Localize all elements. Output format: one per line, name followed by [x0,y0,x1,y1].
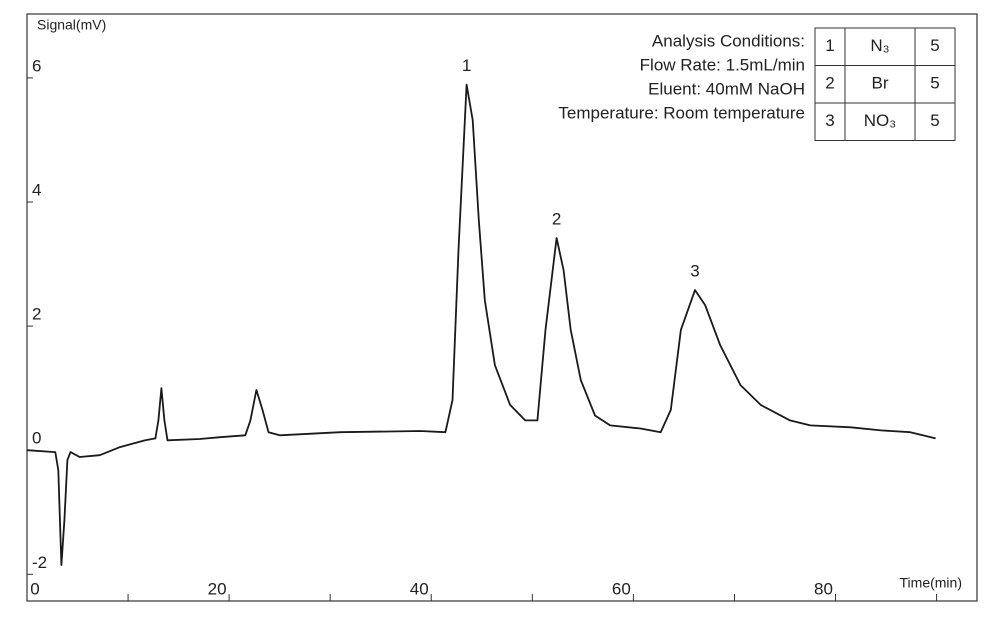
peak-label: 2 [552,209,561,228]
table-cell-text: 5 [930,36,939,55]
y-tick-label: -2 [32,553,47,572]
y-tick-label: 6 [32,56,41,75]
x-tick-label: 60 [612,579,631,598]
plot-frame [26,13,978,602]
x-tick-label: 0 [30,579,39,598]
table-cell-text: 3 [825,111,834,130]
x-tick-label: 40 [410,579,429,598]
x-axis-label: Time(min) [900,575,962,591]
x-tick-label: 20 [208,579,227,598]
table-cell [914,102,956,141]
peak-label: 1 [462,56,471,75]
table-cell-text: N₃ [870,36,889,55]
y-axis-label: Signal(mV) [37,17,106,33]
table-cell-text: 5 [930,111,939,130]
table-cell-text: NO₃ [864,111,896,130]
condition-text: Temperature: Room temperature [558,103,805,122]
y-tick-label: 0 [32,429,41,448]
table-cell-text: Br [872,74,889,93]
condition-text: Flow Rate: 1.5mL/min [640,55,805,74]
table-cell-text: 1 [825,36,834,55]
peak-label: 3 [690,262,699,281]
y-tick-label: 4 [32,180,41,199]
table-cell-text: 5 [930,74,939,93]
table-cell-text: 2 [825,74,834,93]
condition-text: Analysis Conditions: [652,31,805,50]
condition-text: Eluent: 40mM NaOH [648,79,805,98]
x-tick-label: 80 [814,579,833,598]
y-tick-label: 2 [32,305,41,324]
signal-line [26,83,936,566]
